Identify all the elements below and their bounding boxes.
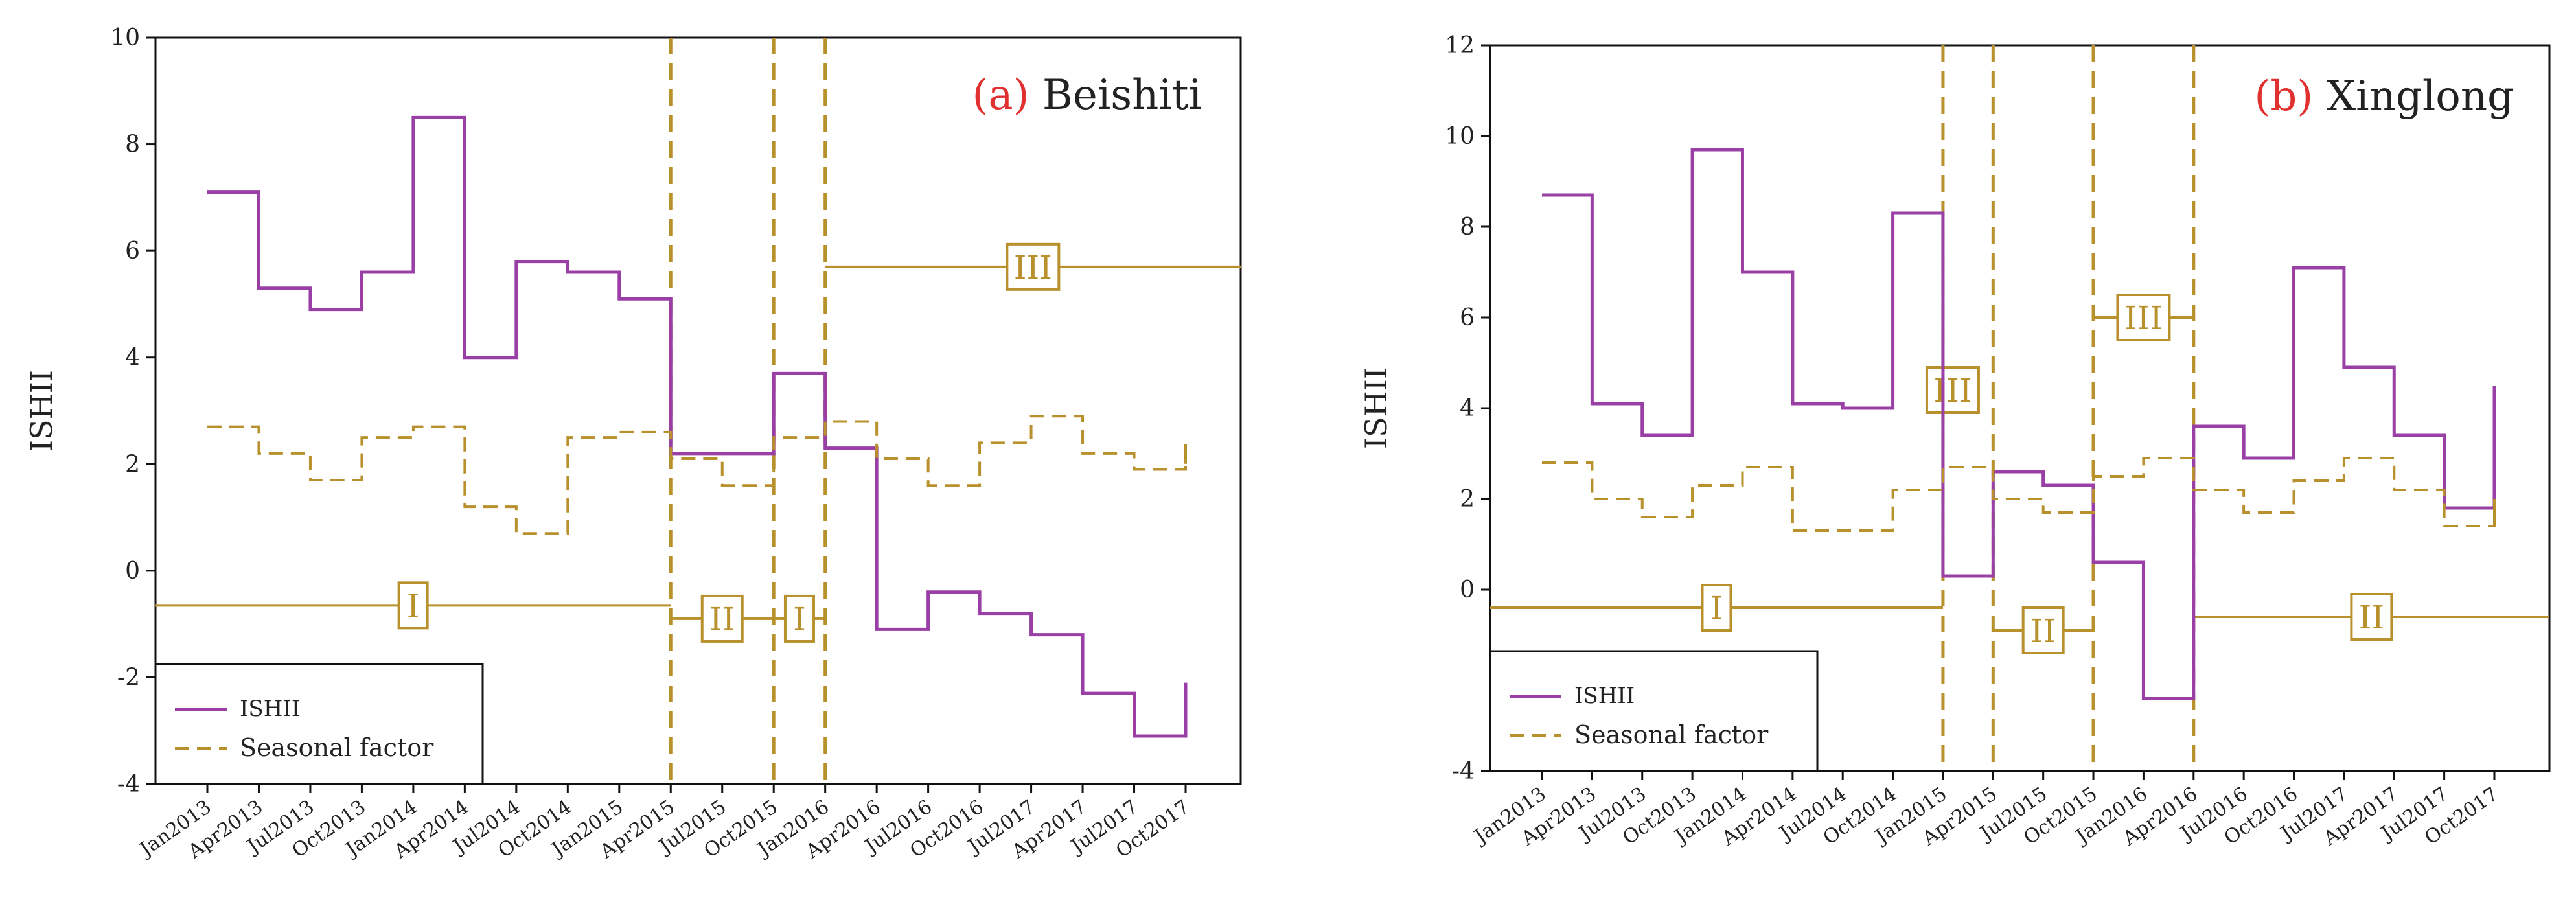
legend: ISHII Seasonal factor <box>1489 650 1819 772</box>
panel-letter: (a) <box>972 71 1042 119</box>
y-tick-label: -2 <box>117 664 140 691</box>
plot-frame <box>154 36 1242 785</box>
regime-label-box <box>2116 294 2171 341</box>
regime-label: III <box>1933 372 1972 409</box>
panel-b: 121086420-4Jan2013Apr2013Jul2013Oct2013J… <box>1359 32 2551 851</box>
y-tick-label: 10 <box>110 25 140 51</box>
panel-title-text: Xinglong <box>2327 73 2514 121</box>
y-tick-label: 8 <box>1460 214 1475 240</box>
y-tick-label: 0 <box>125 558 140 584</box>
regime-label: I <box>793 601 806 638</box>
y-tick-label: -4 <box>117 771 140 798</box>
y-tick-label: -4 <box>1452 758 1475 785</box>
regime-label-box <box>397 581 429 630</box>
y-tick-label: 10 <box>1445 123 1475 150</box>
y-tick-label: 2 <box>1460 486 1475 513</box>
ishii-series-line <box>1542 148 2496 700</box>
regime-label: III <box>2124 299 2163 337</box>
regime-label: I <box>407 587 420 625</box>
legend-ishii-label: ISHII <box>1574 683 1635 709</box>
y-tick-label: 4 <box>125 345 140 371</box>
regime-label: III <box>1014 249 1052 286</box>
ishii-series-line <box>207 115 1188 738</box>
y-tick-label: 8 <box>125 132 140 158</box>
panel-title: (b) Xinglong <box>2254 73 2514 121</box>
y-axis-label: ISHII <box>1359 367 1394 449</box>
regime-label: I <box>1710 590 1723 627</box>
panel-letter: (b) <box>2254 73 2326 121</box>
regime-label: II <box>2359 599 2385 636</box>
y-tick-label: 6 <box>125 238 140 264</box>
y-axis-label: ISHII <box>24 370 59 452</box>
regime-label-box <box>700 594 744 643</box>
y-tick-label: 0 <box>1460 577 1475 603</box>
seasonal-factor-series-line <box>1542 457 2496 532</box>
y-tick-label: 6 <box>1460 305 1475 331</box>
regime-label: II <box>2030 612 2056 650</box>
y-tick-label: 2 <box>125 451 140 478</box>
regime-label-box <box>2350 593 2393 641</box>
seasonal-factor-series-line <box>207 415 1187 535</box>
legend-box <box>1489 650 1819 772</box>
regime-label-box <box>1925 366 1980 414</box>
regime-label-box <box>1006 242 1061 291</box>
regime-label: II <box>709 601 735 638</box>
panel-title-text: Beishiti <box>1042 71 1202 119</box>
regime-label-box <box>2021 606 2065 654</box>
regime-label-box <box>1701 584 1732 632</box>
legend-seasonal-label: Seasonal factor <box>1574 721 1769 749</box>
legend: ISHII Seasonal factor <box>154 663 484 785</box>
legend-box <box>154 663 484 785</box>
regime-label-box <box>783 594 815 643</box>
panel-a: 1086420-2-4Jan2013Apr2013Jul2013Oct2013J… <box>24 25 1242 864</box>
panel-title: (a) Beishiti <box>972 71 1202 119</box>
legend-ishii-label: ISHII <box>240 696 300 722</box>
y-tick-label: 4 <box>1460 395 1475 422</box>
y-tick-label: 12 <box>1445 32 1475 59</box>
legend-seasonal-label: Seasonal factor <box>240 733 434 762</box>
